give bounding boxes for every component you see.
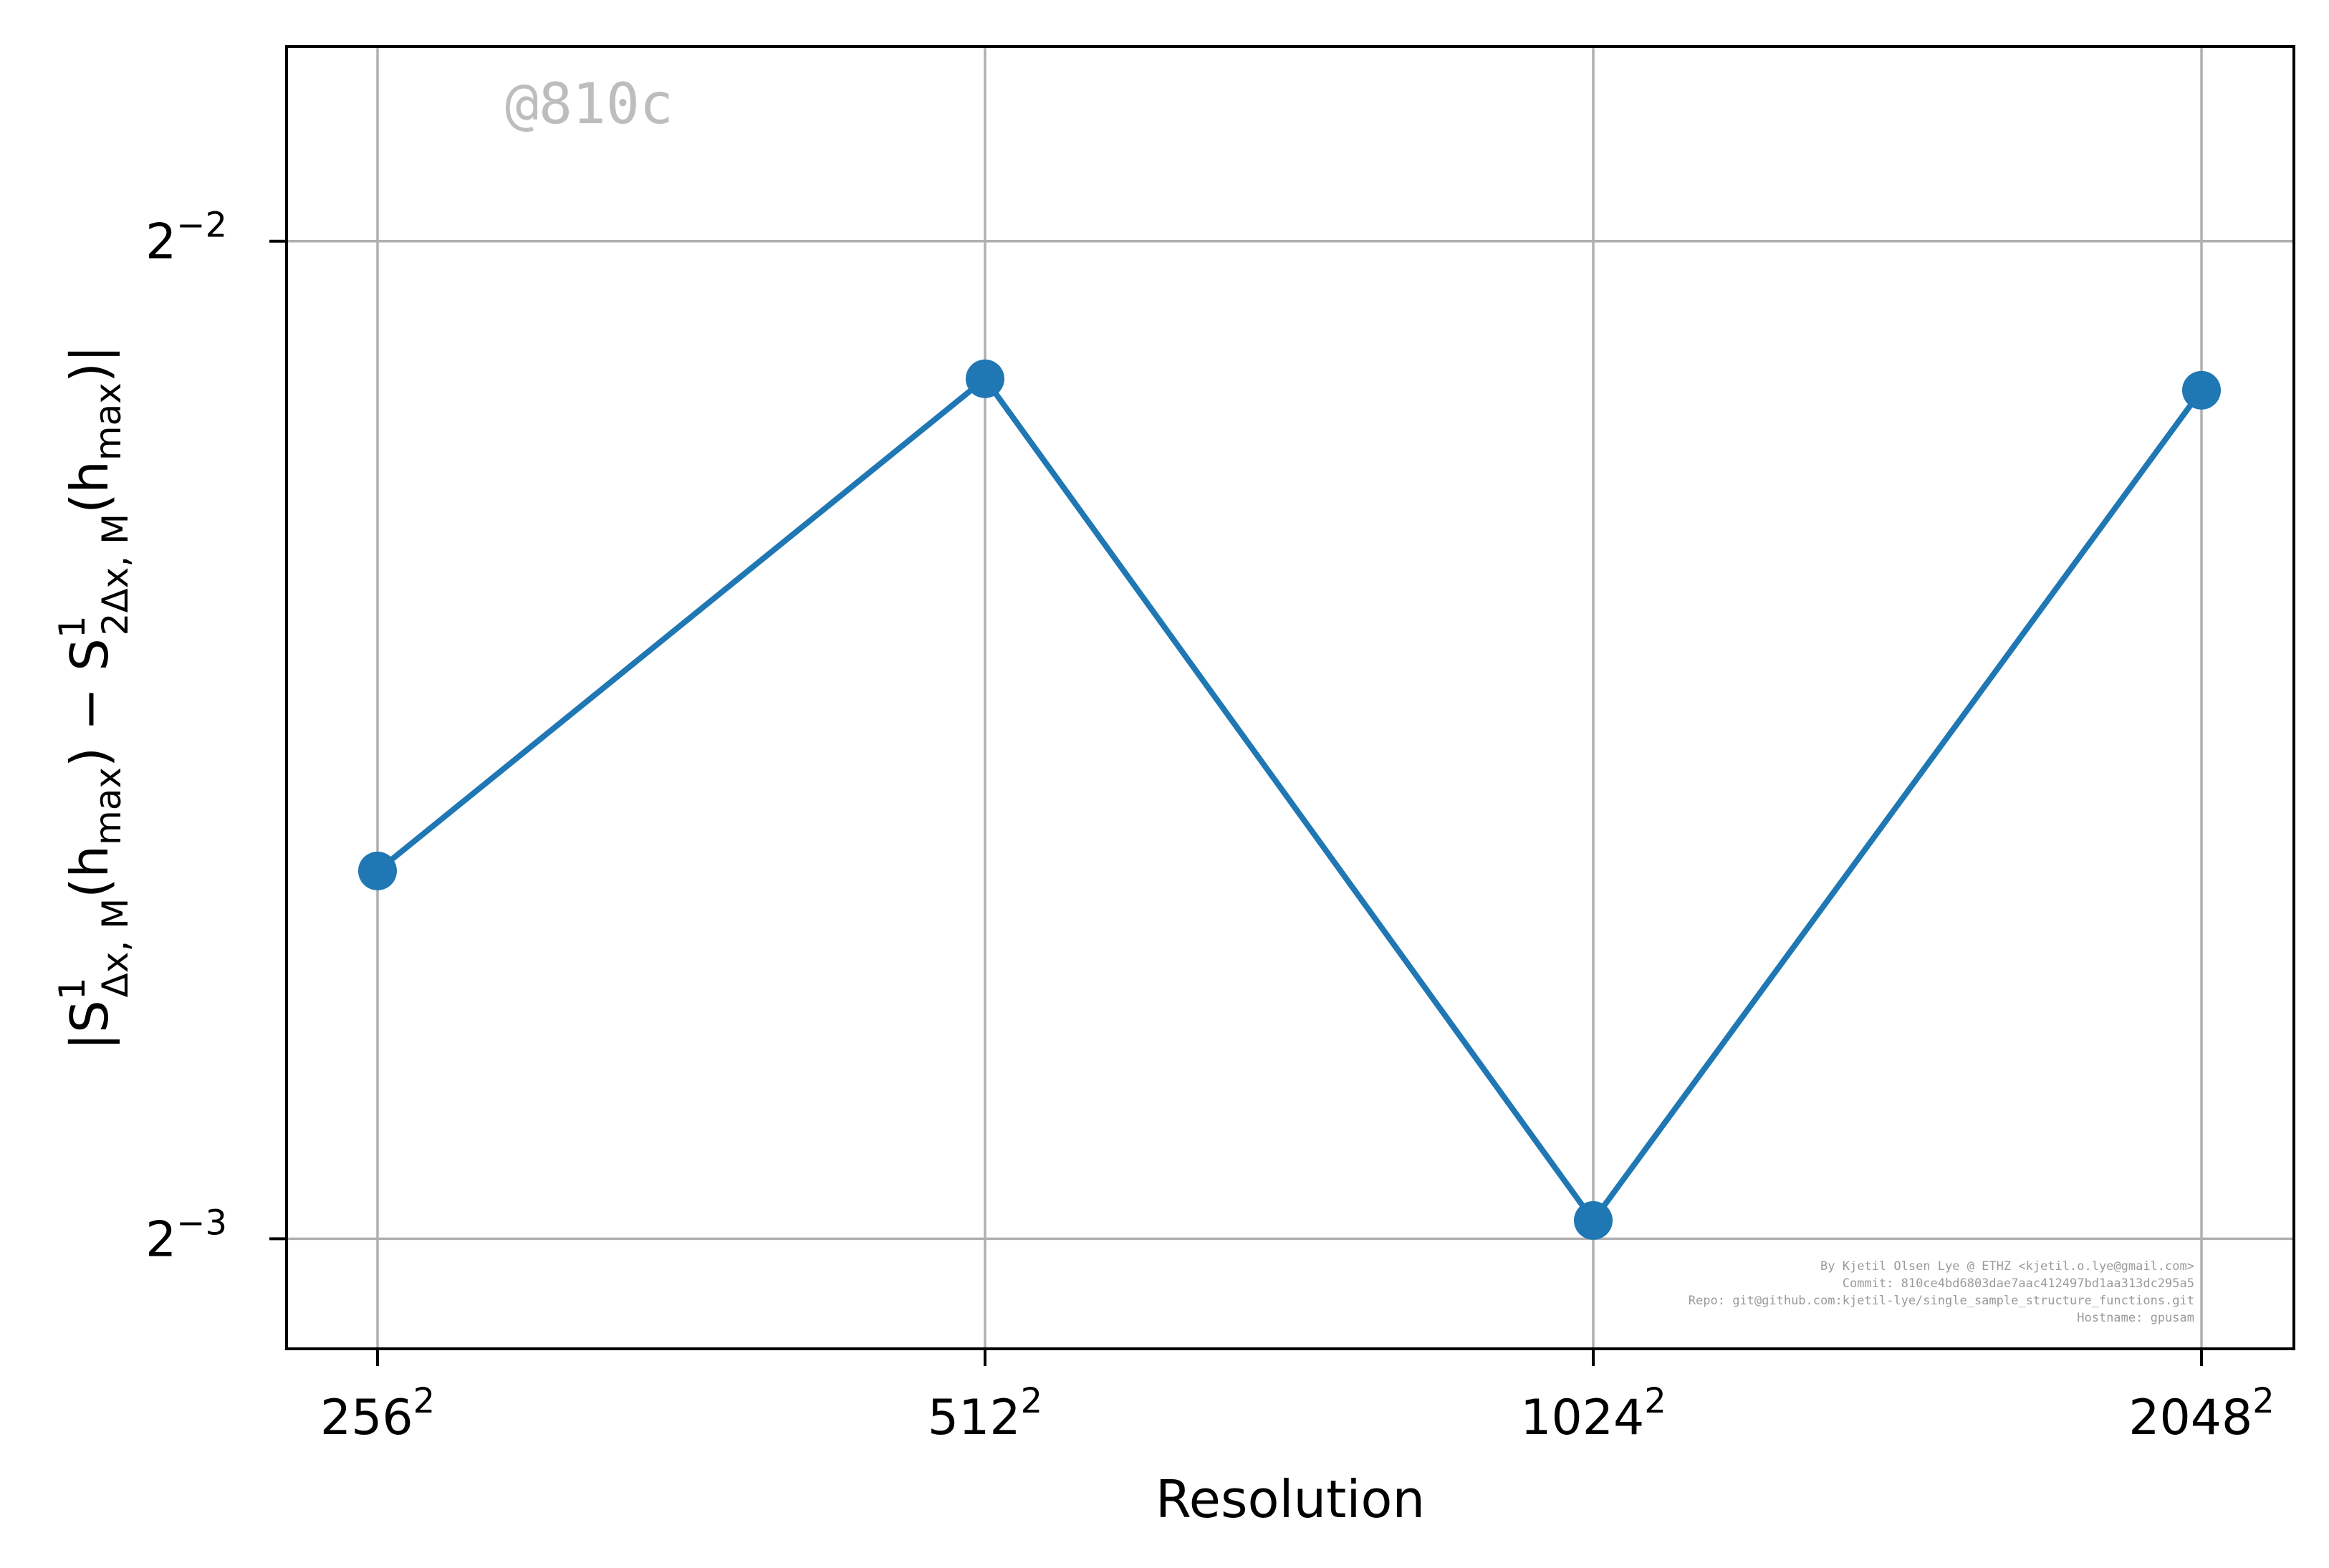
credits-line-1: By Kjetil Olsen Lye @ ETHZ <kjetil.o.lye… <box>1820 1259 2194 1274</box>
data-point <box>966 359 1004 398</box>
x-tick-label: 2562 <box>320 1381 435 1446</box>
credits-line-4: Hostname: gpusam <box>2077 1311 2194 1325</box>
x-axis-label: Resolution <box>1156 1469 1425 1529</box>
data-point <box>1574 1201 1613 1240</box>
grid-lines <box>287 47 2294 1349</box>
axis-ticks: 2562 5122 10242 20482 2−2 2−3 <box>145 206 2275 1446</box>
x-tick-label: 5122 <box>928 1381 1042 1446</box>
series-line <box>375 375 2204 1223</box>
x-tick-label: 10242 <box>1520 1381 1666 1446</box>
watermark: @810c <box>505 72 673 137</box>
data-point <box>358 851 397 890</box>
plot-frame <box>285 45 2295 1350</box>
x-tick-label: 20482 <box>2128 1381 2275 1446</box>
credits-line-2: Commit: 810ce4bd6803dae7aac412497bd1aa31… <box>1843 1276 2194 1291</box>
data-series <box>358 359 2221 1240</box>
data-point <box>2182 370 2221 410</box>
credits-block: By Kjetil Olsen Lye @ ETHZ <kjetil.o.lye… <box>1689 1259 2194 1325</box>
credits-line-3: Repo: git@github.com:kjetil-lye/single_s… <box>1689 1294 2194 1308</box>
y-tick-label: 2−2 <box>145 206 227 271</box>
y-axis-label: |S1Δx, M(hmax) − S12Δx, M(hmax)| <box>52 345 136 1050</box>
y-tick-label: 2−3 <box>145 1203 227 1268</box>
